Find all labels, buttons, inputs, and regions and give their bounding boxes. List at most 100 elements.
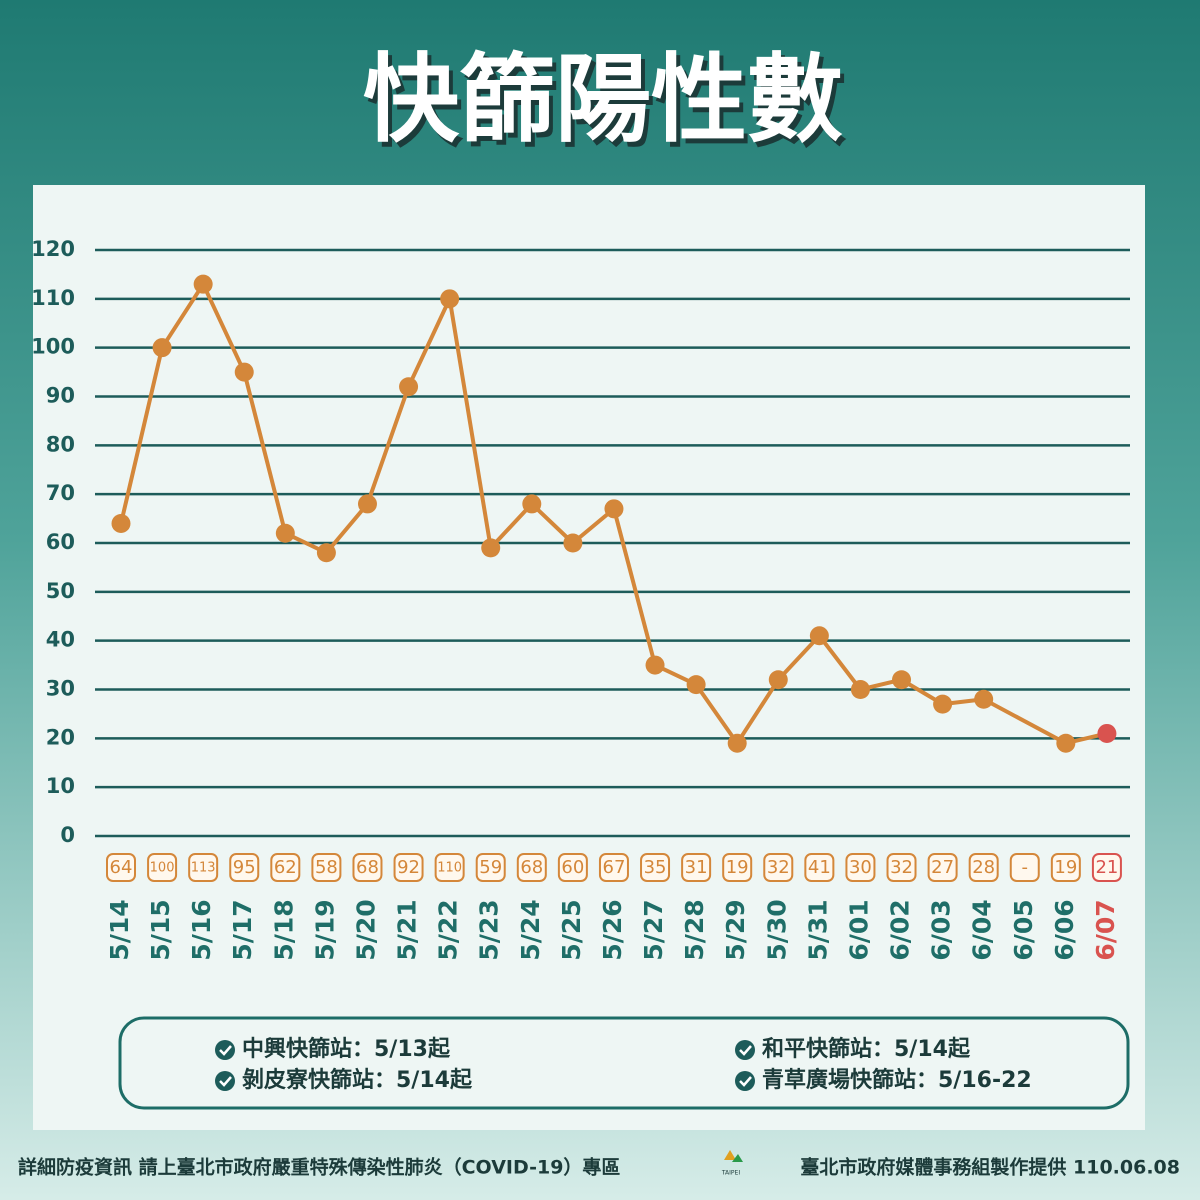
value-label: 32 [767,857,790,878]
point [522,494,542,514]
x-tick-group: 5/15 [146,899,175,960]
value-label-box [147,853,178,882]
value-label: 100 [150,861,175,876]
y-tick-label: 100 [31,335,75,359]
point [727,733,747,753]
point [809,626,829,646]
x-tick-group: 5/26 [598,899,627,960]
value-label: 35 [644,857,667,878]
y-tick-label: 40 [46,628,75,652]
point [1097,723,1117,743]
x-tick-group: 6/01 [844,899,873,960]
logo-shape [724,1150,736,1160]
footer-right: 臺北市政府媒體事務組製作提供 110.06.08 [800,1156,1180,1179]
check-mark [219,1076,232,1087]
point [481,538,501,558]
value-label-box [1009,853,1040,882]
value-label: 95 [233,857,256,878]
x-tick-group: 5/18 [269,899,298,960]
legend-note: 剝皮寮快篩站：5/14起 [242,1067,473,1093]
x-tick-group: 5/27 [639,899,668,960]
x-tick-label: 5/17 [228,899,257,960]
x-tick-group: 6/07 [1091,899,1120,960]
x-tick-label: 6/03 [927,899,956,960]
footer-left: 詳細防疫資訊 請上臺北市政府嚴重特殊傳染性肺炎（COVID-19）專區 [18,1156,620,1179]
x-tick-label: 6/01 [844,899,873,960]
value-label-box [352,853,383,882]
check-icon [735,1071,755,1091]
legend-note: 青草廣場快篩站：5/16-22 [762,1067,1032,1093]
value-label: 113 [191,861,216,876]
value-label: 92 [397,857,420,878]
value-label: 68 [520,857,543,878]
x-tick-group: 5/29 [721,899,750,960]
value-label-box [1091,853,1122,882]
x-tick-label: 5/28 [680,899,709,960]
point [604,499,624,519]
value-label-box [557,853,588,882]
check-mark [739,1076,752,1087]
point [933,694,953,714]
value-label-box [229,853,260,882]
value-label: 19 [1054,857,1077,878]
check-icon [735,1040,755,1060]
x-tick-group: 5/16 [187,899,216,960]
y-tick-label: 60 [46,530,75,554]
x-tick-label: 5/20 [351,899,380,960]
value-label: 19 [726,857,749,878]
x-tick-label: 5/24 [516,899,545,960]
value-label-box [1050,853,1081,882]
point [357,494,377,514]
chart-title-shadow: 快篩陽性數 [367,48,847,160]
value-label: 58 [315,857,338,878]
x-tick-group: 5/30 [762,899,791,960]
point [111,513,131,533]
x-tick-label: 6/05 [1009,899,1038,960]
line-series [119,282,984,746]
point [193,274,213,294]
check-icon [215,1071,235,1091]
value-label: 21 [1095,857,1118,878]
chart-title: 快篩陽性數 [363,43,843,155]
x-tick-label: 5/26 [598,899,627,960]
value-label-box [516,853,547,882]
x-tick-label: 5/23 [475,899,504,960]
value-label-box [393,853,424,882]
value-label-box [270,853,301,882]
value-label-box [434,853,465,882]
x-tick-group: 6/03 [927,899,956,960]
legend-note: 和平快篩站：5/14起 [762,1036,971,1062]
value-label-box [804,853,835,882]
x-tick-label: 6/06 [1050,899,1079,960]
x-tick-label: 5/30 [762,899,791,960]
x-tick-label: 5/18 [269,899,298,960]
value-label-box [886,853,917,882]
x-tick-label: 5/16 [187,899,216,960]
x-tick-group: 5/28 [680,899,709,960]
check-icon [215,1040,235,1060]
value-label-box [188,853,219,882]
x-tick-group: 5/20 [351,899,380,960]
x-tick-group: 6/06 [1050,899,1079,960]
x-tick-label: 6/02 [886,899,915,960]
point [645,655,665,675]
panel [33,185,1145,1130]
x-tick-group: 5/23 [475,899,504,960]
logo-text: TAIPEI [721,1170,740,1177]
value-label: 67 [603,857,626,878]
value-label: 59 [479,857,502,878]
x-tick-group: 5/22 [434,899,463,960]
x-tick-group: 5/25 [557,899,586,960]
y-tick-label: 90 [46,384,75,408]
value-label-box [968,853,999,882]
x-tick-label: 5/15 [146,899,175,960]
y-tick-label: 50 [46,579,75,603]
y-tick-label: 80 [46,432,75,456]
x-tick-label: 5/21 [393,899,422,960]
x-tick-group: 6/05 [1009,899,1038,960]
x-tick-label: 5/27 [639,899,668,960]
value-label-box [106,853,136,882]
point [974,689,994,709]
value-label-box [845,853,876,882]
value-label: 60 [561,857,584,878]
